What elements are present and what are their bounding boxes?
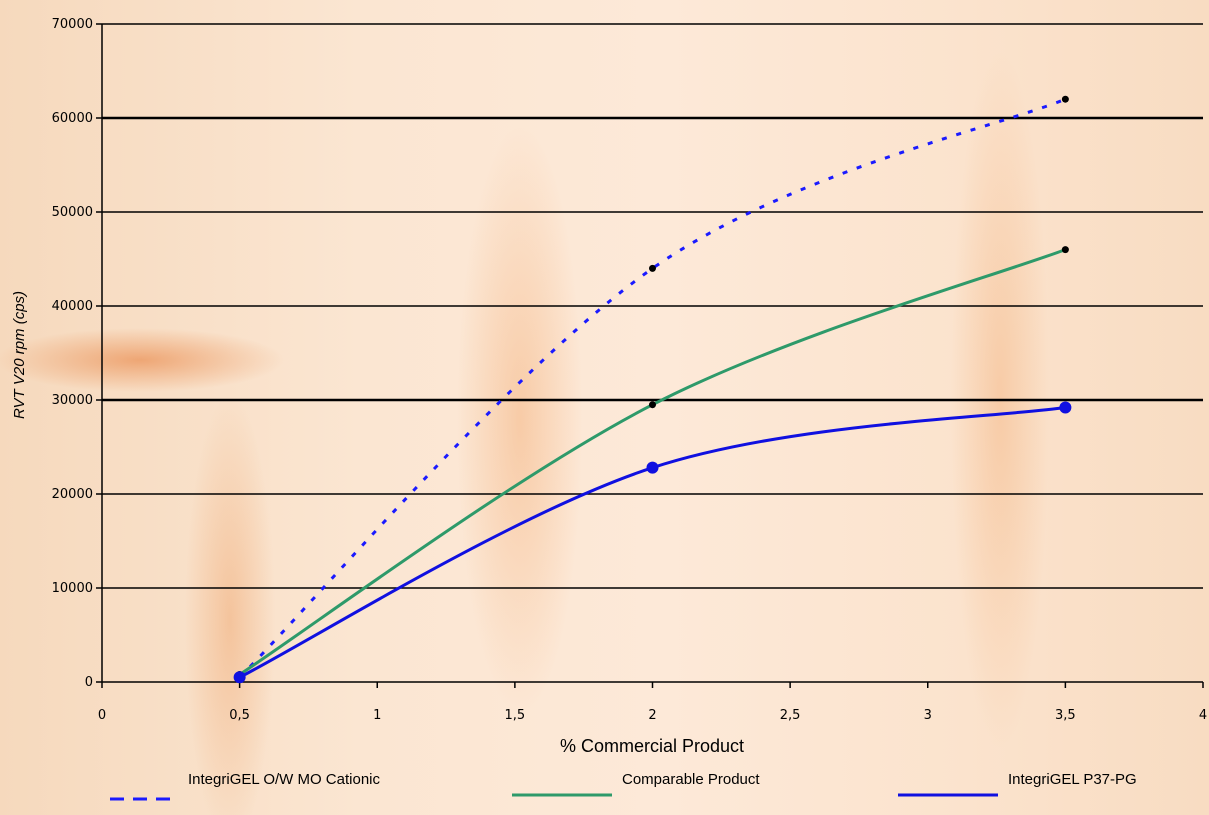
series-line-1 (238, 97, 1066, 679)
x-tick-label: 0 (98, 708, 106, 723)
y-tick-label: 10000 (52, 581, 93, 596)
axes (96, 23, 1204, 688)
x-tick-label: 1 (373, 708, 381, 723)
x-axis-title: % Commercial Product (560, 736, 744, 756)
x-tick-labels: 0 0,5 1 1,5 2 2,5 3 3,5 4 (98, 708, 1207, 723)
y-axis-title: RVT V20 rpm (cps) (11, 291, 28, 419)
x-tick-label: 2 (648, 708, 656, 723)
data-point (1061, 95, 1069, 103)
x-tick-label: 4 (1199, 708, 1207, 723)
data-point (233, 671, 246, 684)
y-tick-label: 70000 (52, 17, 93, 32)
y-tick-label: 0 (85, 675, 93, 690)
data-point (649, 264, 656, 272)
x-tick-label: 3,5 (1055, 708, 1076, 723)
gridlines (102, 23, 1203, 589)
y-tick-label: 20000 (52, 487, 93, 502)
data-point (649, 401, 656, 409)
x-tick-label: 3 (924, 708, 932, 723)
y-tick-label: 40000 (52, 299, 93, 314)
y-tick-label: 30000 (52, 393, 93, 408)
series-lines (233, 95, 1072, 684)
legend: IntegriGEL O/W MO Cationic Comparable Pro… (110, 771, 1137, 801)
data-point (1059, 401, 1072, 414)
data-point (646, 461, 659, 474)
x-tick-label: 0,5 (229, 708, 250, 723)
legend-label: IntegriGEL P37-PG (1008, 771, 1137, 788)
y-tick-label: 60000 (52, 111, 93, 126)
x-tick-label: 2,5 (780, 708, 801, 723)
legend-label: Comparable Product (622, 771, 760, 788)
y-tick-labels: 0 10000 20000 30000 40000 50000 60000 70000 (52, 17, 93, 690)
data-point (1061, 246, 1069, 254)
legend-label: IntegriGEL O/W MO Cationic (188, 771, 380, 788)
y-tick-label: 50000 (52, 205, 93, 220)
x-tick-label: 1,5 (505, 708, 526, 723)
